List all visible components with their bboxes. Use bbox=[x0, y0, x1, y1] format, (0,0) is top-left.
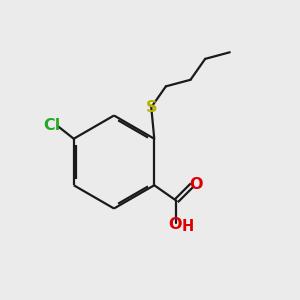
Text: H: H bbox=[182, 219, 194, 234]
Text: O: O bbox=[168, 217, 182, 232]
Text: Cl: Cl bbox=[43, 118, 60, 134]
Text: S: S bbox=[146, 100, 157, 115]
Text: O: O bbox=[189, 177, 202, 192]
